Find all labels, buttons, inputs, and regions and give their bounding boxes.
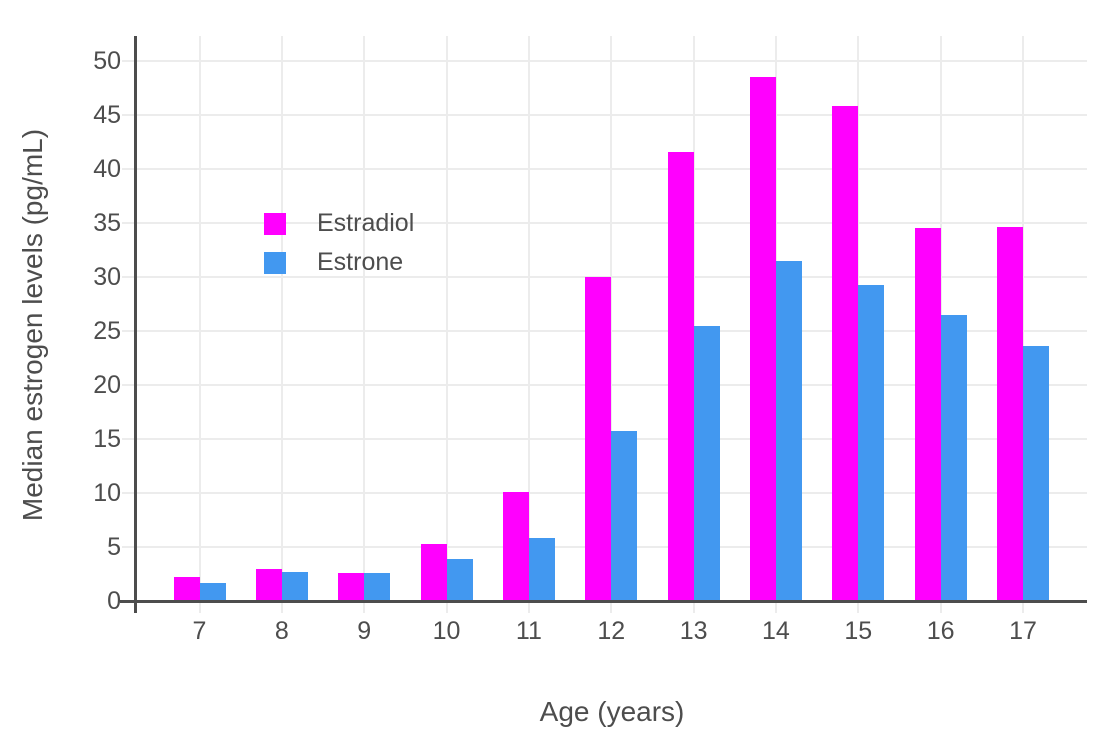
x-tick-label: 7: [192, 617, 207, 645]
bar-estrone-age-13[interactable]: [693, 326, 720, 601]
bar-estradiol-age-11[interactable]: [502, 492, 529, 601]
x-axis-title: Age (years): [539, 696, 685, 727]
x-gridline: [445, 36, 448, 613]
bar-estrone-age-15[interactable]: [858, 285, 885, 601]
y-tick-label: 20: [93, 371, 121, 399]
bar-estradiol-age-10[interactable]: [420, 544, 447, 601]
bar-estrone-age-16[interactable]: [940, 315, 967, 601]
x-tick-label: 8: [274, 617, 289, 645]
x-gridline: [363, 36, 366, 613]
y-tick-label: 40: [93, 155, 121, 183]
bar-estrone-age-7[interactable]: [199, 583, 226, 601]
bar-estradiol-age-14[interactable]: [749, 77, 776, 601]
bar-estradiol-age-13[interactable]: [667, 152, 694, 601]
bar-estrone-age-8[interactable]: [281, 572, 308, 601]
legend-label-estrone: Estrone: [317, 248, 404, 276]
x-gridline: [280, 36, 283, 613]
x-gridline: [692, 36, 695, 613]
estradiol-swatch-icon: [264, 212, 286, 235]
y-axis-title: Median estrogen levels (pg/mL): [17, 128, 48, 522]
x-tick-label: 9: [357, 617, 372, 645]
bar-estradiol-age-8[interactable]: [255, 569, 282, 601]
bar-estradiol-age-16[interactable]: [914, 228, 941, 601]
y-tick-label: 50: [93, 47, 121, 75]
x-axis-line: [120, 600, 1087, 603]
bar-estradiol-age-7[interactable]: [173, 577, 200, 601]
x-tick-label: 17: [1009, 617, 1037, 645]
estrone-swatch-icon: [264, 251, 286, 274]
y-tick-label: 5: [107, 533, 121, 561]
y-gridline: [122, 222, 1087, 224]
bar-estrone-age-9[interactable]: [364, 573, 391, 601]
bar-estrone-age-12[interactable]: [611, 431, 638, 601]
x-tick-label: 12: [597, 617, 626, 645]
y-tick-label: 35: [93, 209, 121, 237]
x-tick-label: 15: [844, 617, 873, 645]
x-tick-label: 16: [926, 617, 955, 645]
y-gridline: [122, 60, 1087, 62]
x-gridline: [1022, 36, 1024, 613]
legend-item-estradiol[interactable]: Estradiol: [264, 211, 414, 236]
legend: Estradiol Estrone: [264, 211, 414, 275]
x-gridline: [610, 36, 613, 613]
y-gridline: [122, 114, 1087, 116]
legend-item-estrone[interactable]: Estrone: [264, 250, 414, 275]
y-tick-label: 25: [93, 317, 121, 345]
x-tick-label: 14: [762, 617, 790, 645]
x-gridline: [527, 36, 530, 613]
bar-estrone-age-17[interactable]: [1023, 346, 1049, 601]
x-tick-label: 13: [679, 617, 708, 645]
bar-estradiol-age-12[interactable]: [585, 277, 612, 601]
x-gridline: [198, 36, 201, 613]
y-axis-line: [134, 36, 137, 613]
bar-estradiol-age-17[interactable]: [997, 227, 1023, 601]
y-tick-label: 10: [93, 479, 121, 507]
bar-estrone-age-10[interactable]: [446, 559, 473, 601]
y-tick-label: 15: [93, 425, 121, 453]
bar-estradiol-age-15[interactable]: [832, 106, 859, 601]
legend-label-estradiol: Estradiol: [317, 209, 415, 237]
bar-estradiol-age-9[interactable]: [338, 573, 365, 601]
bar-estrone-age-11[interactable]: [528, 538, 555, 601]
x-tick-label: 10: [432, 617, 461, 645]
y-tick-label: 0: [107, 587, 121, 615]
y-tick-label: 45: [93, 101, 121, 129]
y-gridline: [122, 168, 1087, 170]
x-tick-label: 11: [515, 617, 542, 645]
y-tick-label: 30: [93, 263, 121, 291]
bar-estrone-age-14[interactable]: [775, 261, 802, 601]
